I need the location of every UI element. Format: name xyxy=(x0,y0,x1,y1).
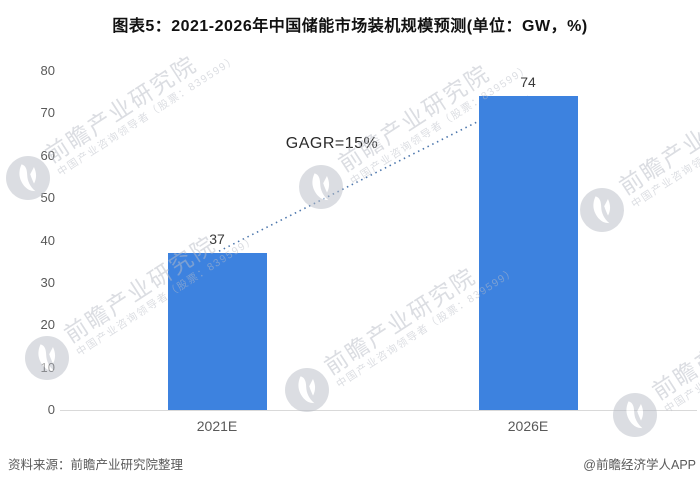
x-category-label: 2021E xyxy=(196,418,238,434)
x-axis-line xyxy=(60,410,697,411)
bar-value-label: 74 xyxy=(520,74,536,91)
y-tick-label: 70 xyxy=(40,105,55,121)
bar-value-label: 37 xyxy=(209,231,225,248)
y-tick-label: 0 xyxy=(47,402,55,417)
bar-2026E xyxy=(478,96,578,410)
source-note: 资料来源：前瞻产业研究院整理 xyxy=(8,458,184,472)
bar-2021E xyxy=(167,253,267,410)
cagr-annotation: GAGR=15% xyxy=(285,135,379,152)
brand-note: @前瞻经济学人APP xyxy=(583,458,696,472)
y-tick-label: 30 xyxy=(40,274,55,290)
y-tick-label: 40 xyxy=(40,232,55,248)
x-category-label: 2026E xyxy=(507,418,549,434)
y-tick-label: 20 xyxy=(40,317,55,333)
chart-title: 图表5：2021-2026年中国储能市场装机规模预测(单位：GW，%) xyxy=(112,18,588,35)
y-tick-label: 80 xyxy=(40,63,55,78)
